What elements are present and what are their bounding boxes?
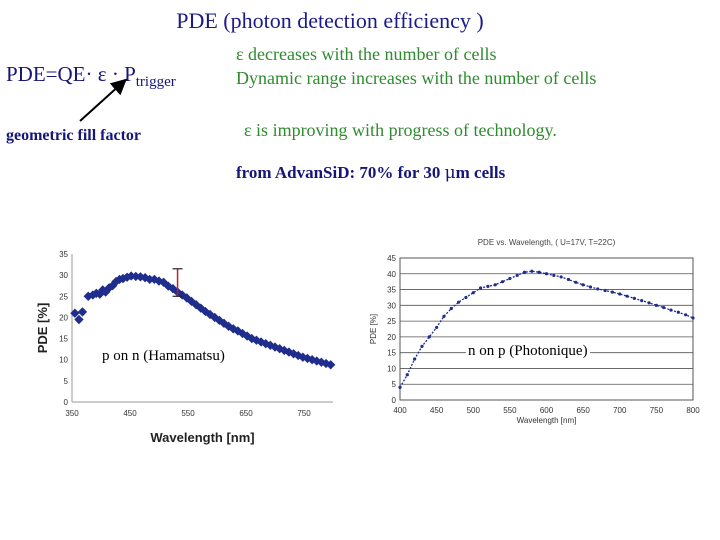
data-point — [625, 294, 629, 298]
pde-formula: PDE=QE· ε · Ptrigger — [6, 62, 176, 91]
data-point — [647, 301, 651, 305]
x-tick-label: 450 — [123, 409, 137, 418]
x-axis-title: Wavelength [nm] — [517, 416, 577, 425]
x-tick-label: 450 — [430, 406, 444, 415]
data-point — [566, 277, 571, 282]
y-tick-label: 30 — [59, 271, 68, 280]
y-tick-label: 10 — [387, 364, 396, 373]
chart-title: PDE vs. Wavelength, ( U=17V, T=22C) — [478, 238, 616, 247]
advansid-suffix: m cells — [455, 163, 506, 182]
y-axis-title: PDE [%] — [35, 303, 50, 354]
y-tick-label: 40 — [387, 270, 396, 279]
data-point — [581, 283, 585, 287]
hamamatsu-label: p on n (Hamamatsu) — [100, 348, 227, 365]
data-point — [478, 286, 483, 290]
data-point — [500, 280, 505, 284]
data-point — [471, 291, 475, 295]
y-tick-label: 5 — [64, 377, 69, 386]
data-point — [398, 385, 402, 389]
data-point — [588, 285, 593, 289]
data-point — [522, 270, 527, 274]
fill-factor-label: geometric fill factor — [6, 127, 142, 144]
y-tick-label: 35 — [59, 250, 68, 259]
x-tick-label: 750 — [297, 409, 311, 418]
data-point — [442, 314, 446, 318]
x-tick-label: 800 — [686, 406, 700, 415]
data-point — [486, 284, 490, 288]
data-point — [326, 360, 336, 370]
data-point — [405, 373, 409, 377]
advansid-note: from AdvanSiD: 70% for 30 μm cells — [236, 163, 505, 183]
x-tick-label: 700 — [613, 406, 627, 415]
x-tick-label: 650 — [576, 406, 590, 415]
data-point — [464, 295, 468, 300]
data-point — [74, 314, 84, 325]
x-tick-label: 400 — [393, 406, 407, 415]
data-point — [618, 292, 622, 296]
data-point — [574, 280, 578, 284]
data-point — [435, 325, 439, 330]
data-point — [596, 287, 600, 291]
y-tick-label: 35 — [387, 286, 396, 295]
x-tick-label: 650 — [239, 409, 253, 418]
slide-title: PDE (photon detection efficiency ) — [176, 8, 484, 33]
data-point — [654, 303, 658, 307]
data-point — [669, 308, 673, 312]
y-tick-label: 0 — [392, 396, 397, 405]
x-tick-label: 750 — [650, 406, 664, 415]
data-point — [559, 275, 563, 279]
y-axis-title: PDE [%] — [369, 314, 378, 344]
data-point — [676, 310, 680, 314]
y-tick-label: 10 — [59, 356, 68, 365]
data-point — [537, 270, 541, 274]
y-tick-label: 0 — [64, 398, 69, 407]
data-point — [427, 335, 431, 339]
y-tick-label: 15 — [59, 335, 68, 344]
bullet-technology: ε is improving with progress of technolo… — [244, 120, 557, 140]
data-point — [662, 305, 666, 310]
y-tick-label: 15 — [387, 349, 396, 358]
mu-symbol: μ — [444, 163, 456, 183]
data-point — [493, 283, 497, 287]
hamamatsu-pde-chart: 0 5 10 15 20 25 30 35 350 450 550 650 750 Wavelength … — [35, 250, 336, 445]
y-tick-label: 5 — [392, 380, 397, 389]
data-point — [640, 299, 644, 303]
y-tick-label: 25 — [387, 317, 396, 326]
x-tick-label: 500 — [467, 406, 481, 415]
data-point — [552, 273, 556, 277]
y-tick-label: 25 — [59, 292, 68, 301]
formula-subscript: trigger — [135, 74, 176, 90]
data-point — [603, 288, 607, 293]
y-tick-label: 20 — [387, 333, 396, 342]
data-point — [413, 357, 417, 361]
photonique-pde-chart: 0 5 10 15 20 25 30 35 40 45 400 450 500 550 600 650 700 7… — [369, 238, 700, 425]
x-tick-label: 550 — [181, 409, 195, 418]
data-point — [610, 290, 615, 294]
x-tick-label: 600 — [540, 406, 554, 415]
bullet-dynamic-range: Dynamic range increases with the number … — [236, 68, 597, 88]
x-axis-title: Wavelength [nm] — [150, 430, 254, 445]
data-point — [70, 308, 80, 318]
data-point — [544, 272, 549, 276]
x-tick-label: 550 — [503, 406, 517, 415]
y-tick-label: 45 — [387, 254, 396, 263]
data-point — [632, 296, 636, 300]
data-point — [691, 316, 695, 320]
formula-lhs: PDE=QE· ε · P — [6, 62, 136, 86]
bullet-cells-decrease: ε decreases with the number of cells — [236, 44, 497, 64]
data-point — [420, 344, 424, 348]
y-tick-label: 20 — [59, 313, 68, 322]
data-point — [684, 313, 688, 317]
data-point — [530, 269, 534, 273]
plot-area — [399, 257, 694, 401]
x-tick-label: 350 — [65, 409, 79, 418]
data-point — [508, 276, 512, 281]
y-tick-label: 30 — [387, 301, 396, 310]
data-point — [449, 306, 453, 311]
advansid-prefix: from AdvanSiD: 70% for 30 — [236, 163, 445, 182]
data-point — [515, 273, 519, 277]
data-point — [457, 300, 461, 304]
photonique-label: n on p (Photonique) — [466, 343, 590, 360]
